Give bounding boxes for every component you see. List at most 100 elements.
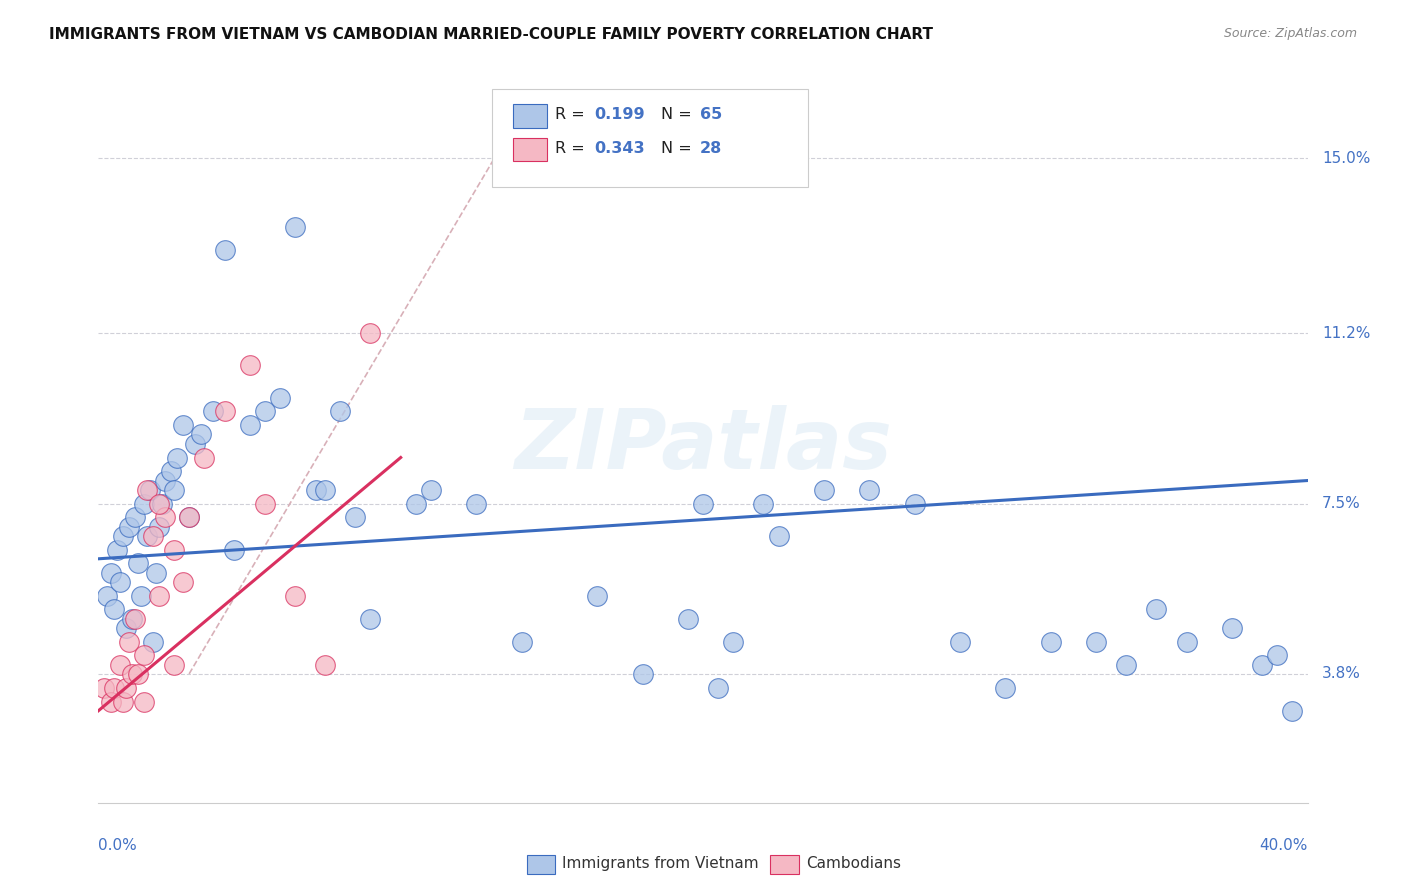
Point xyxy=(1146,602,1168,616)
Text: Source: ZipAtlas.com: Source: ZipAtlas.com xyxy=(1223,27,1357,40)
Point xyxy=(239,418,262,433)
Text: R =: R = xyxy=(555,141,591,156)
Point xyxy=(949,634,972,648)
Point xyxy=(148,497,170,511)
Point xyxy=(172,574,194,589)
Point xyxy=(153,510,176,524)
Point xyxy=(994,681,1017,695)
Point xyxy=(121,666,143,681)
Text: 0.343: 0.343 xyxy=(595,141,645,156)
Point xyxy=(148,589,170,603)
Point xyxy=(344,510,367,524)
Point xyxy=(692,497,714,511)
Point xyxy=(142,529,165,543)
Point xyxy=(100,694,122,708)
Text: Immigrants from Vietnam: Immigrants from Vietnam xyxy=(562,856,759,871)
Point xyxy=(114,621,136,635)
Text: 15.0%: 15.0% xyxy=(1322,151,1371,166)
Text: 7.5%: 7.5% xyxy=(1322,496,1361,511)
Point xyxy=(707,681,730,695)
Point xyxy=(132,694,155,708)
Point xyxy=(172,418,194,433)
Point xyxy=(904,497,927,511)
Point xyxy=(723,634,745,648)
Point xyxy=(132,497,155,511)
Point xyxy=(103,602,125,616)
Text: IMMIGRANTS FROM VIETNAM VS CAMBODIAN MARRIED-COUPLE FAMILY POVERTY CORRELATION C: IMMIGRANTS FROM VIETNAM VS CAMBODIAN MAR… xyxy=(49,27,934,42)
Text: 40.0%: 40.0% xyxy=(1260,838,1308,854)
Point xyxy=(768,529,790,543)
Text: 11.2%: 11.2% xyxy=(1322,326,1371,341)
Point xyxy=(184,436,207,450)
Point xyxy=(253,497,276,511)
Point xyxy=(135,483,157,497)
Point xyxy=(676,612,699,626)
Point xyxy=(190,427,212,442)
Point xyxy=(858,483,880,497)
Point xyxy=(631,666,654,681)
Point xyxy=(284,589,307,603)
Point xyxy=(420,483,443,497)
Point xyxy=(127,666,149,681)
Text: 65: 65 xyxy=(700,107,723,122)
Point xyxy=(118,634,141,648)
Point xyxy=(193,450,215,465)
Point xyxy=(160,464,183,478)
Text: 0.199: 0.199 xyxy=(595,107,645,122)
Point xyxy=(1115,657,1137,672)
Point xyxy=(124,510,146,524)
Text: 28: 28 xyxy=(700,141,723,156)
Point xyxy=(148,519,170,533)
Point xyxy=(314,483,336,497)
Point xyxy=(1085,634,1108,648)
Point xyxy=(360,326,382,341)
Point xyxy=(1175,634,1198,648)
Point xyxy=(111,694,134,708)
Point xyxy=(96,589,118,603)
Point xyxy=(127,557,149,571)
Point xyxy=(132,648,155,663)
Point xyxy=(305,483,328,497)
Point xyxy=(108,657,131,672)
Point xyxy=(1267,648,1289,663)
Point xyxy=(269,391,291,405)
Point xyxy=(108,574,131,589)
Point xyxy=(179,510,201,524)
Point xyxy=(121,612,143,626)
Point xyxy=(100,566,122,580)
Point xyxy=(586,589,609,603)
Text: N =: N = xyxy=(661,141,697,156)
Point xyxy=(214,244,236,258)
Point xyxy=(465,497,488,511)
Point xyxy=(1281,704,1303,718)
Point xyxy=(214,404,236,418)
Point xyxy=(150,497,173,511)
Point xyxy=(103,681,125,695)
Point xyxy=(1039,634,1062,648)
Point xyxy=(114,681,136,695)
Point xyxy=(111,529,134,543)
Point xyxy=(224,542,246,557)
Point xyxy=(239,359,262,373)
Point xyxy=(105,542,128,557)
Point xyxy=(752,497,775,511)
Text: R =: R = xyxy=(555,107,591,122)
Point xyxy=(163,542,186,557)
Point xyxy=(314,657,336,672)
Point xyxy=(1220,621,1243,635)
Point xyxy=(124,612,146,626)
Point xyxy=(510,634,533,648)
Point xyxy=(129,589,152,603)
Point xyxy=(253,404,276,418)
Point xyxy=(166,450,188,465)
Point xyxy=(405,497,427,511)
Point xyxy=(139,483,162,497)
Point xyxy=(813,483,835,497)
Point xyxy=(153,474,176,488)
Point xyxy=(93,681,115,695)
Point xyxy=(163,483,186,497)
Text: ZIPatlas: ZIPatlas xyxy=(515,406,891,486)
Point xyxy=(145,566,167,580)
Point xyxy=(135,529,157,543)
Point xyxy=(329,404,352,418)
